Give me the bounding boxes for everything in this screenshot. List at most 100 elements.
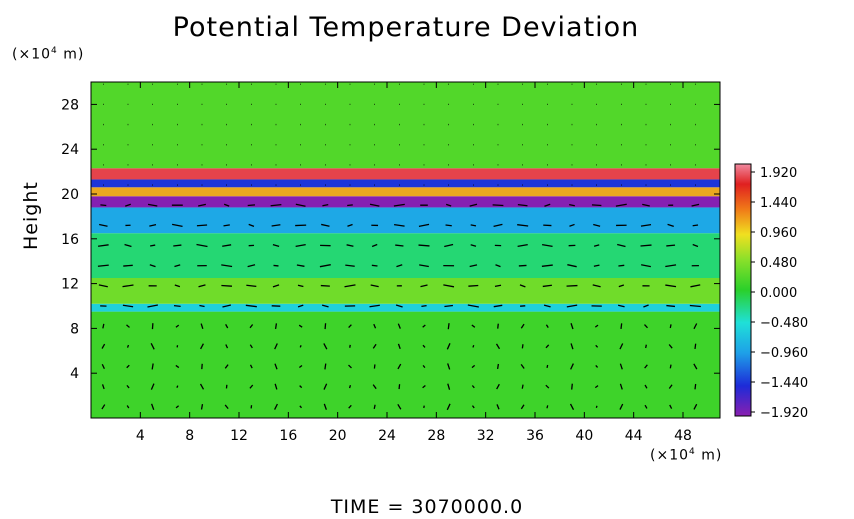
wind-vector: [471, 324, 476, 328]
wind-vector: [419, 264, 429, 268]
wind-vector: [196, 224, 208, 227]
wind-vector: [299, 385, 303, 389]
chart-title: Potential Temperature Deviation: [172, 12, 640, 43]
x-tick-label: 4: [136, 428, 145, 444]
x-tick-label: 44: [625, 428, 643, 444]
wind-vector: [641, 264, 651, 268]
x-tick-label: 24: [378, 428, 396, 444]
wind-vector: [496, 404, 500, 410]
wind-vector: [126, 405, 130, 409]
wind-vector: [593, 223, 601, 227]
wind-vector: [643, 304, 649, 308]
wind-vector: [247, 204, 256, 207]
wind-vector: [224, 404, 229, 410]
wind-vector: [175, 364, 180, 369]
wind-vector: [102, 323, 105, 329]
wind-vector: [97, 244, 109, 247]
wind-vector: [445, 203, 452, 207]
wind-vector: [151, 363, 154, 370]
wind-vector: [521, 384, 524, 389]
wind-vector: [347, 223, 353, 227]
wind-vector: [615, 203, 627, 207]
wind-vector: [571, 383, 573, 390]
wind-vector: [221, 284, 232, 287]
wind-vector: [493, 304, 503, 308]
wind-vector: [298, 364, 303, 369]
colorbar-label: −0.960: [760, 346, 808, 361]
wind-vector: [570, 343, 574, 350]
wind-vector: [619, 343, 624, 350]
wind-vector: [493, 223, 503, 227]
x-tick-label: 40: [575, 428, 593, 444]
wind-vector: [422, 364, 426, 369]
wind-vector: [172, 223, 183, 227]
wind-vector: [222, 304, 232, 308]
wind-vector: [544, 203, 551, 207]
colorbar-label: 0.960: [760, 226, 797, 241]
wind-vector: [346, 244, 354, 247]
wind-vector: [200, 323, 204, 330]
wind-vector: [693, 403, 698, 410]
wind-vector: [221, 264, 233, 268]
wind-vector: [443, 284, 455, 288]
wind-vector: [541, 243, 553, 248]
wind-vector: [247, 264, 256, 268]
wind-vector: [669, 404, 673, 409]
wind-vector: [567, 264, 577, 268]
wind-vector: [123, 264, 133, 267]
heat-band-0: [91, 311, 720, 418]
wind-vector: [274, 383, 278, 390]
wind-vector: [422, 344, 426, 348]
wind-vector: [223, 203, 230, 207]
colorbar-label: −0.480: [760, 316, 808, 331]
wind-vector: [125, 203, 131, 207]
wind-vector: [446, 343, 451, 350]
wind-vector: [149, 264, 156, 268]
heat-band-3: [91, 233, 720, 278]
wind-vector: [98, 284, 108, 288]
wind-vector: [348, 404, 352, 409]
wind-vector: [470, 244, 477, 247]
wind-vector: [150, 244, 156, 247]
wind-vector: [521, 344, 524, 349]
wind-vector: [396, 264, 403, 268]
wind-vector: [665, 264, 677, 268]
y-tick-label: 28: [61, 97, 79, 113]
wind-vector: [369, 203, 380, 207]
wind-vector: [693, 363, 698, 370]
wind-vector: [273, 264, 279, 267]
wind-vector: [546, 405, 549, 409]
wind-vector: [644, 404, 648, 409]
wind-vector: [321, 304, 329, 308]
wind-vector: [444, 304, 453, 308]
wind-vector: [225, 344, 229, 349]
wind-vector: [546, 364, 549, 369]
wind-vector: [319, 264, 331, 268]
wind-vector: [692, 224, 699, 227]
time-label: TIME = 3070000.0: [330, 496, 524, 518]
wind-vector: [421, 304, 427, 308]
wind-vector: [272, 244, 280, 248]
wind-vector: [299, 405, 303, 409]
wind-vector: [295, 203, 306, 207]
y-tick-label: 24: [61, 142, 79, 158]
wind-vector: [223, 224, 230, 227]
heat-band-9: [91, 82, 720, 169]
wind-vector: [595, 405, 598, 408]
wind-vector: [667, 223, 674, 227]
colorbar-label: 1.440: [760, 196, 797, 211]
colorbar: [734, 163, 752, 417]
wind-vector: [594, 324, 599, 328]
wind-vector: [126, 364, 130, 369]
wind-vector: [619, 363, 623, 370]
wind-vector: [246, 284, 257, 288]
wind-vector: [348, 364, 352, 369]
wind-vector: [321, 223, 330, 227]
wind-vector: [173, 304, 181, 308]
wind-vector: [543, 304, 551, 308]
wind-vector: [496, 363, 500, 370]
x-tick-label: 28: [427, 428, 445, 444]
wind-vector: [101, 363, 105, 370]
wind-vector: [618, 264, 625, 267]
x-tick-label: 8: [185, 428, 194, 444]
